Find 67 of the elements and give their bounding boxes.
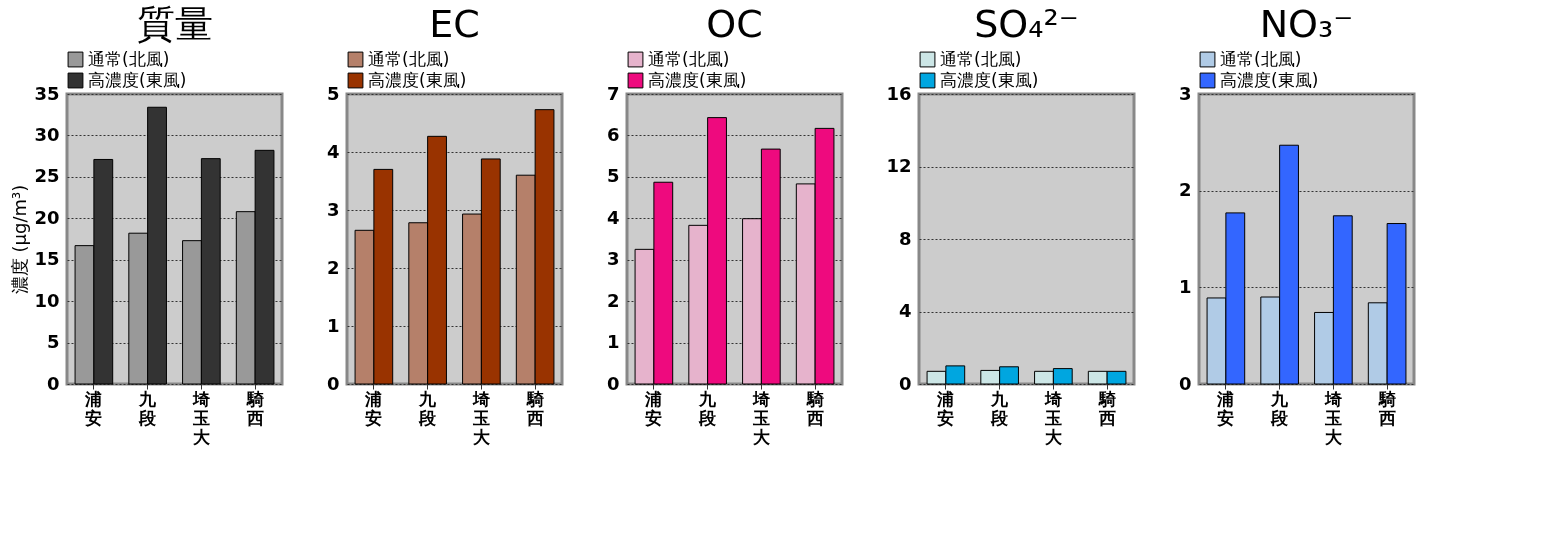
y-tick-label: 25	[34, 165, 60, 187]
y-tick-label: 35	[34, 82, 60, 104]
y-tick-label: 3	[326, 198, 340, 220]
y-tick-label: 30	[34, 123, 60, 145]
x-tick-label: 埼玉大	[471, 388, 491, 447]
y-tick-label: 0	[898, 372, 912, 394]
x-tick-label: 浦安	[936, 388, 955, 428]
legend-label: 通常(北風)	[88, 48, 170, 69]
x-tick-label: 九段	[698, 388, 718, 428]
chart-title: 質量	[136, 2, 213, 46]
x-tick-label: 騎西	[245, 388, 264, 428]
x-tick-label: 埼玉大	[751, 388, 771, 447]
legend-label: 高濃度(東風)	[648, 69, 747, 90]
x-tick-label: 埼玉大	[191, 388, 211, 447]
y-tick-label: 4	[898, 300, 912, 321]
legend-label: 高濃度(東風)	[1220, 69, 1319, 90]
y-tick-label: 1	[606, 331, 620, 353]
y-tick-label: 8	[898, 227, 912, 249]
y-tick-label: 0	[46, 372, 60, 394]
x-tick-label: 九段	[138, 388, 158, 428]
legend-label: 高濃度(東風)	[88, 69, 187, 90]
legend-label: 通常(北風)	[940, 48, 1022, 69]
y-tick-label: 16	[886, 82, 912, 104]
y-tick-label: 7	[606, 82, 620, 104]
y-tick-label: 5	[326, 82, 340, 104]
chart-title: EC	[429, 2, 480, 46]
x-tick-label: 埼玉大	[1043, 388, 1063, 447]
x-tick-label: 埼玉大	[1323, 388, 1343, 447]
y-axis-title: 濃度 (μg/m³)	[9, 184, 31, 295]
y-tick-label: 0	[1178, 372, 1192, 394]
x-tick-label: 浦安	[1216, 388, 1235, 428]
y-tick-label: 3	[1178, 82, 1192, 104]
chart-title: NO₃⁻	[1259, 2, 1354, 46]
y-tick-label: 5	[606, 165, 620, 187]
x-tick-label: 騎西	[805, 388, 824, 428]
y-tick-label: 5	[46, 331, 60, 353]
x-tick-label: 九段	[1270, 388, 1290, 428]
y-tick-label: 2	[606, 289, 620, 311]
x-tick-label: 騎西	[525, 388, 544, 428]
y-tick-label: 4	[606, 206, 620, 228]
y-tick-label: 4	[326, 140, 340, 162]
y-tick-label: 1	[326, 314, 340, 336]
legend-label: 通常(北風)	[368, 48, 450, 69]
x-tick-label: 騎西	[1377, 388, 1396, 428]
x-tick-label: 九段	[990, 388, 1010, 428]
y-tick-label: 6	[606, 123, 620, 145]
x-tick-label: 浦安	[644, 388, 663, 428]
y-tick-label: 20	[34, 206, 60, 228]
y-tick-label: 0	[606, 372, 620, 394]
y-tick-label: 1	[1178, 275, 1192, 297]
legend-label: 通常(北風)	[1220, 48, 1302, 69]
legend-label: 高濃度(東風)	[368, 69, 467, 90]
y-tick-label: 2	[1178, 179, 1192, 201]
y-tick-label: 15	[34, 248, 60, 270]
y-tick-label: 2	[326, 256, 340, 278]
chart-title: OC	[706, 2, 763, 46]
y-tick-label: 0	[326, 372, 340, 394]
legend-label: 通常(北風)	[648, 48, 730, 69]
legend-label: 高濃度(東風)	[940, 69, 1039, 90]
x-tick-label: 浦安	[84, 388, 103, 428]
y-tick-label: 10	[34, 289, 60, 311]
chart-title: SO₄²⁻	[974, 2, 1079, 46]
y-tick-label: 12	[886, 155, 912, 176]
x-tick-label: 浦安	[364, 388, 383, 428]
x-tick-label: 九段	[418, 388, 438, 428]
y-tick-label: 3	[606, 248, 620, 270]
x-tick-label: 騎西	[1097, 388, 1116, 428]
